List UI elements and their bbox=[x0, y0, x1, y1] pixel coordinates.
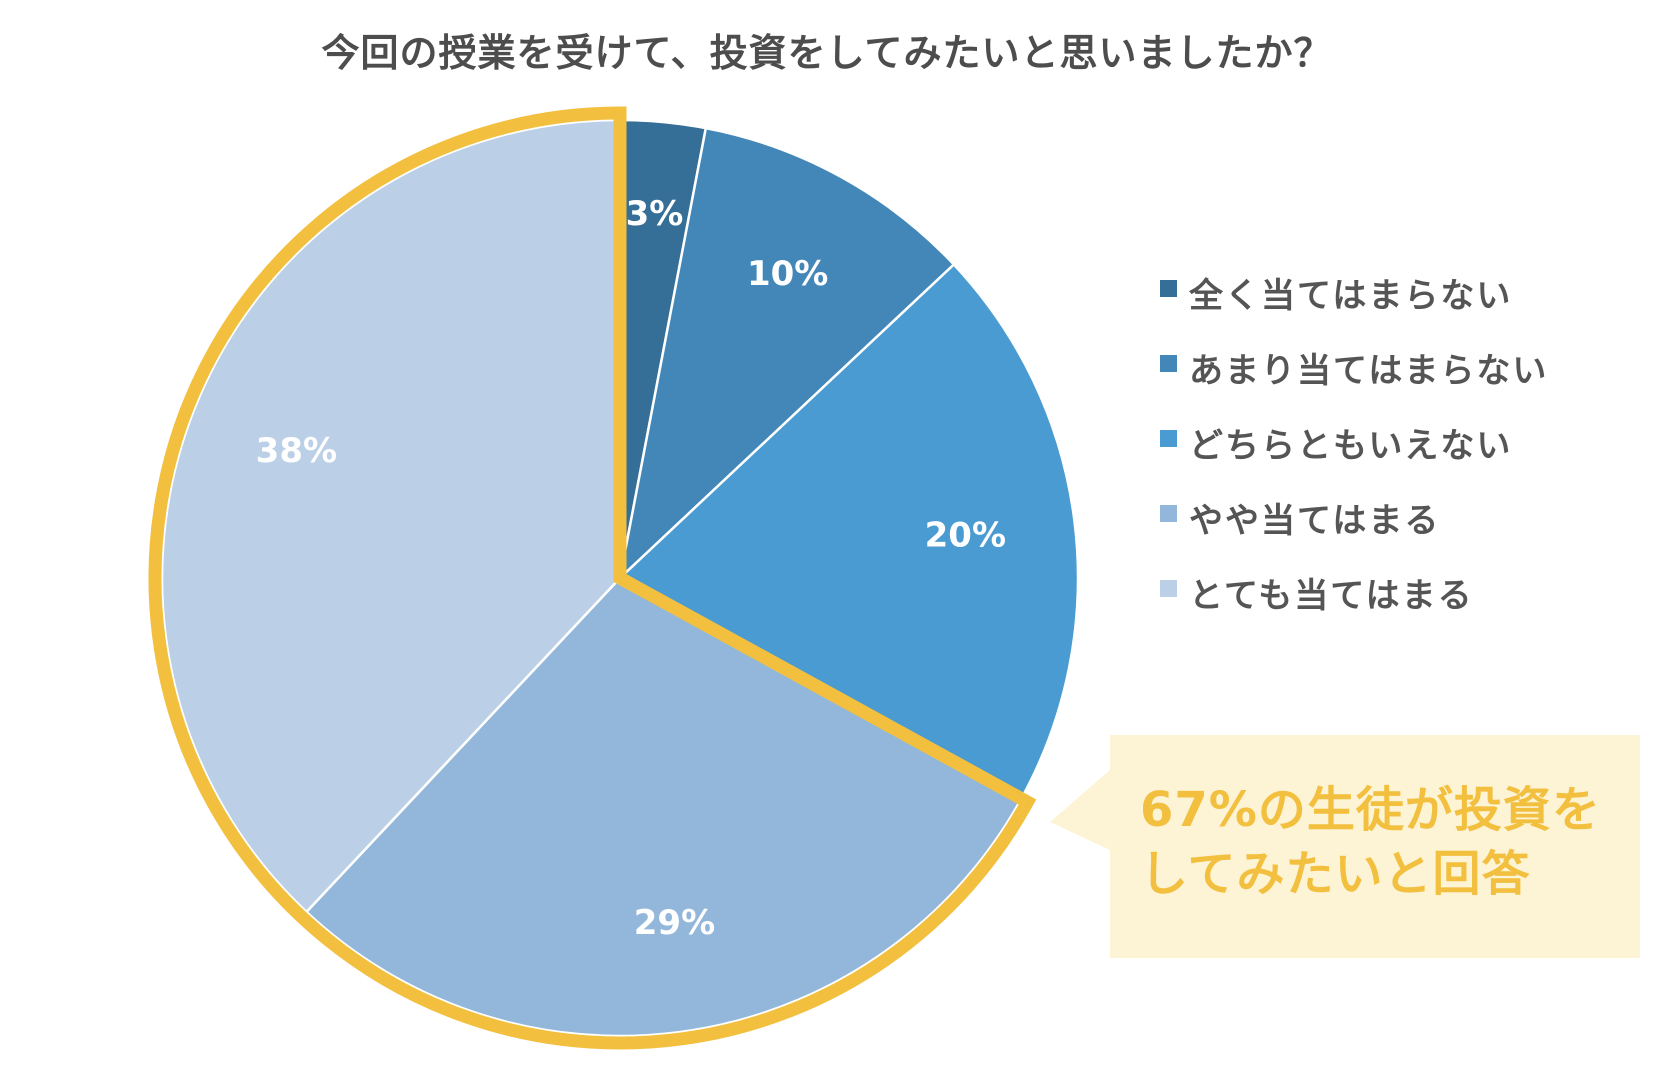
legend-label: あまり当てはまらない bbox=[1189, 351, 1549, 391]
legend-label: どちらともいえない bbox=[1189, 426, 1513, 466]
legend-item-2: あまり当てはまらない bbox=[1160, 343, 1548, 418]
legend-item-4: やや当てはまる bbox=[1160, 493, 1548, 568]
slice-label-1: 3% bbox=[626, 194, 684, 234]
slice-label-3: 20% bbox=[925, 515, 1006, 555]
pie-slice-5 bbox=[160, 118, 622, 914]
legend-swatch bbox=[1160, 505, 1177, 522]
pie-slices bbox=[160, 118, 1080, 1038]
legend-swatch bbox=[1160, 580, 1177, 597]
slice-label-2: 10% bbox=[747, 254, 828, 294]
slice-labels: 3% 10% 20% 29% 38% bbox=[256, 194, 1006, 943]
chart-title: 今回の授業を受けて、投資をしてみたいと思いましたか？ bbox=[321, 31, 1333, 75]
slice-label-4: 29% bbox=[634, 903, 715, 943]
legend: 全く当てはまらない あまり当てはまらない どちらともいえない やや当てはまる とても当て… bbox=[1160, 268, 1548, 643]
callout-box bbox=[1050, 735, 1640, 958]
legend-item-3: どちらともいえない bbox=[1160, 418, 1548, 493]
legend-swatch bbox=[1160, 355, 1177, 372]
legend-label: 全く当てはまらない bbox=[1189, 276, 1513, 316]
pie-slice-3 bbox=[617, 262, 1080, 801]
callout-text: 67%の生徒が投資を してみたいと回答 bbox=[1140, 778, 1630, 906]
legend-swatch bbox=[1160, 430, 1177, 447]
callout-line-1: 67%の生徒が投資を bbox=[1140, 782, 1601, 838]
callout-line-2: してみたいと回答 bbox=[1140, 846, 1531, 902]
slice-label-5: 38% bbox=[256, 431, 337, 471]
legend-label: とても当てはまる bbox=[1189, 576, 1474, 616]
highlight-outline bbox=[148, 106, 1037, 1050]
legend-item-1: 全く当てはまらない bbox=[1160, 268, 1548, 343]
legend-item-5: とても当てはまる bbox=[1160, 568, 1548, 643]
legend-swatch bbox=[1160, 280, 1177, 297]
pie-slice-2 bbox=[618, 126, 956, 582]
pie-slice-4 bbox=[304, 576, 1024, 1038]
legend-label: やや当てはまる bbox=[1189, 501, 1441, 541]
